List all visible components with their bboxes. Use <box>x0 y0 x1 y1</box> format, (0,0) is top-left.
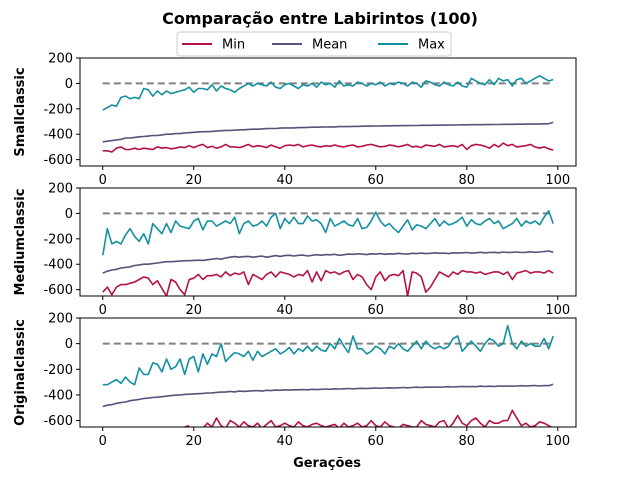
x-tick-label: 20 <box>185 434 202 449</box>
x-tick-label: 20 <box>185 173 202 188</box>
y-tick-label: -400 <box>43 388 73 403</box>
x-tick-label: 80 <box>459 303 476 318</box>
y-tick-label: 0 <box>65 77 73 92</box>
subplots: 0 20 40 60 80 100-600-400-2000200Smallclassic… <box>13 52 577 449</box>
x-tick-label: 60 <box>368 173 385 188</box>
y-axis-label: Mediumclassic <box>13 189 28 296</box>
x-tick-label: 80 <box>459 173 476 188</box>
legend-frame <box>176 31 452 57</box>
axes-frame <box>79 187 577 297</box>
plot-area <box>80 58 576 166</box>
legend-label-min: Min <box>222 38 245 53</box>
y-tick-label: 200 <box>48 52 73 67</box>
legend-label-max: Max <box>418 38 445 53</box>
y-tick-label: 0 <box>65 207 73 222</box>
series-line-mean <box>102 121 554 143</box>
y-tick-label: 200 <box>48 182 73 197</box>
y-tick-label: -200 <box>43 363 73 378</box>
series-line-mean <box>102 250 554 274</box>
subplot-mediumclassic: 0 20 40 60 80 100 -600 -400 -200 0 200 Mediumclassi… <box>13 182 577 318</box>
x-tick-label: 100 <box>545 173 570 188</box>
y-tick-label: -400 <box>43 258 73 273</box>
x-tick-label: 40 <box>276 434 293 449</box>
x-tick-label: 100 <box>545 303 570 318</box>
legend-label-mean: Mean <box>312 38 347 53</box>
x-tick-label: 0 <box>99 434 107 449</box>
x-tick-label: 0 <box>99 303 107 318</box>
series-line-mean <box>102 383 554 408</box>
y-tick-label: -600 <box>43 153 73 168</box>
series-line-max <box>102 210 554 256</box>
axes-frame <box>79 317 577 428</box>
series-line-min <box>102 142 554 153</box>
y-tick-label: 0 <box>65 337 73 352</box>
y-tick-label: 200 <box>48 312 73 327</box>
x-tick-label: 20 <box>185 303 202 318</box>
y-axis-label: Originalclassic <box>13 319 28 426</box>
plot-area <box>80 188 576 296</box>
legend: Min Mean Max <box>176 31 452 57</box>
series-line-min <box>102 269 554 296</box>
y-tick-label: -200 <box>43 232 73 247</box>
figure-title: Comparação entre Labirintos (100) <box>162 9 478 28</box>
subplot-smallclassic: 0 20 40 60 80 100 -600 -400 -200 0 200 Smallclassic <box>13 52 577 188</box>
x-tick-label: 100 <box>545 434 570 449</box>
series-line-max <box>102 75 554 111</box>
y-tick-label: -200 <box>43 102 73 117</box>
y-tick-label: -600 <box>43 414 73 429</box>
y-axis-label: Smallclassic <box>13 67 28 156</box>
x-tick-label: 60 <box>368 434 385 449</box>
plot-area <box>80 318 576 427</box>
x-tick-label: 40 <box>276 303 293 318</box>
x-tick-label: 80 <box>459 434 476 449</box>
axes-frame <box>79 57 577 167</box>
x-tick-label: 60 <box>368 303 385 318</box>
x-tick-label: 40 <box>276 173 293 188</box>
subplot-originalclassic: 0 20 40 60 80 100 -600 -400 -200 0 200 Originalclas… <box>13 312 577 449</box>
series-line-max <box>102 324 554 386</box>
y-tick-label: -600 <box>43 283 73 298</box>
y-tick-label: -400 <box>43 128 73 143</box>
x-axis-label: Gerações <box>293 456 361 471</box>
x-tick-label: 0 <box>99 173 107 188</box>
